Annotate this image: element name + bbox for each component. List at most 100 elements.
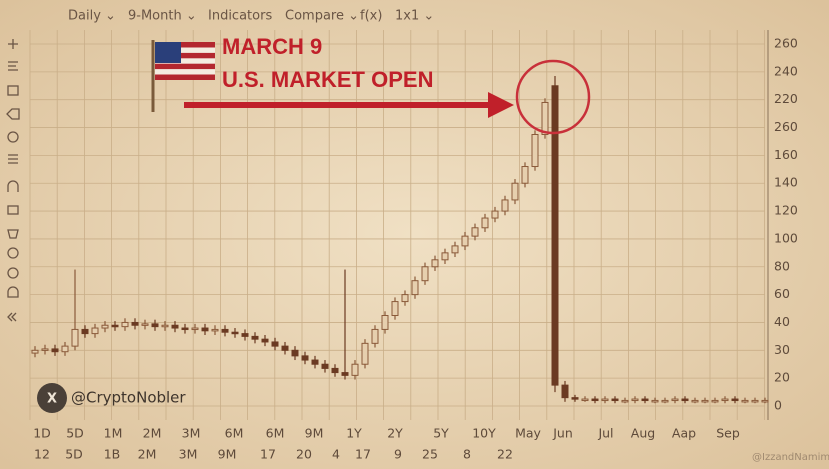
candle-body <box>231 331 239 335</box>
tool-icon[interactable] <box>7 312 17 322</box>
x-axis-label: 2M <box>143 426 162 441</box>
tool-icon[interactable] <box>8 154 18 164</box>
tool-icon[interactable] <box>7 267 19 279</box>
tool-icon[interactable] <box>6 108 20 120</box>
x-axis-label: 17 <box>355 447 371 462</box>
candle-body <box>501 199 509 212</box>
candle-body <box>551 85 559 386</box>
tool-icon[interactable] <box>7 131 19 143</box>
x-axis-label: May <box>515 426 541 441</box>
candle-body <box>61 345 69 353</box>
candle-body <box>611 398 619 402</box>
x-axis-label: 4 <box>332 447 340 462</box>
candle-body <box>81 328 89 335</box>
candle-body <box>561 384 569 399</box>
candle-body <box>471 227 479 237</box>
candle-body <box>101 324 109 329</box>
candle-body <box>371 328 379 344</box>
y-axis-label: 40 <box>774 314 790 329</box>
x-axis: 1D 5D 1M 2M 3M 6M 6M 9M 1Y 2Y 5Y 10Y May Jun Jul Aug Aap… <box>33 426 740 462</box>
y-axis-label: 220 <box>774 91 798 106</box>
candle-body <box>431 259 439 268</box>
y-axis-label: 160 <box>774 147 798 162</box>
candle-body <box>751 399 759 403</box>
tool-icon[interactable] <box>7 229 19 239</box>
candle-body <box>631 398 639 402</box>
candle-body <box>451 245 459 254</box>
x-axis-label: 9M <box>305 426 324 441</box>
tool-icon[interactable] <box>7 180 19 192</box>
tool-icon[interactable] <box>7 205 19 215</box>
watermark-handle: @CryptoNobler <box>71 389 186 407</box>
candle-body <box>401 294 409 303</box>
x-axis-label: 3M <box>182 426 201 441</box>
candle-body <box>321 363 329 369</box>
x-axis-label: Jul <box>597 426 613 441</box>
toolbar-item[interactable]: Daily ⌄ <box>68 9 116 24</box>
candle-body <box>151 323 159 328</box>
toolbar-item[interactable]: Indicators <box>208 9 272 24</box>
x-axis-label: 2Y <box>387 426 403 441</box>
toolbar-item[interactable]: Compare ⌄ <box>285 9 359 24</box>
candle-body <box>131 321 139 326</box>
candle-body <box>581 398 589 402</box>
candle-body <box>351 363 359 376</box>
candle-body <box>171 324 179 329</box>
y-axis-label: 100 <box>774 230 798 245</box>
x-axis-label: 6M <box>266 426 285 441</box>
x-logo-glyph: X <box>47 392 57 407</box>
tool-icon[interactable] <box>7 247 19 259</box>
x-axis-label: Aug <box>631 426 655 441</box>
candle-body <box>421 266 429 282</box>
x-axis-label: 1D <box>33 426 51 441</box>
x-axis-label: 6M <box>225 426 244 441</box>
candle-body <box>671 398 679 402</box>
corner-watermark: @IzzandNamim <box>752 452 829 463</box>
toolbar-item[interactable]: 9-Month ⌄ <box>128 9 197 24</box>
toolbar-item[interactable]: f(x) <box>360 9 382 24</box>
y-axis-label: 260 <box>774 119 798 134</box>
toolbar: Daily ⌄ 9-Month ⌄ Indicators Compare ⌄ f… <box>68 9 434 24</box>
tool-icon[interactable] <box>8 61 18 71</box>
candle-body <box>261 338 269 343</box>
x-axis-label: 20 <box>296 447 312 462</box>
x-axis-label: 10Y <box>472 426 496 441</box>
candle-body <box>51 348 59 353</box>
grid <box>29 30 769 420</box>
x-axis-label: Jun <box>552 426 573 441</box>
candle-body <box>331 367 339 374</box>
candle-body <box>111 324 119 328</box>
candle-body <box>251 335 259 340</box>
x-axis-label: 22 <box>497 447 513 462</box>
candle-body <box>721 398 729 402</box>
x-axis-label: 1Y <box>346 426 362 441</box>
tool-icon[interactable] <box>8 39 18 49</box>
x-logo <box>37 383 67 413</box>
candle-body <box>701 399 709 403</box>
candle-body <box>91 327 99 335</box>
annotation: MARCH 9 U.S. MARKET OPEN <box>151 34 591 135</box>
x-axis-label: 1M <box>104 426 123 441</box>
annotation-text: U.S. MARKET OPEN <box>222 67 433 92</box>
x-axis-label: 17 <box>260 447 276 462</box>
x-axis-label: 25 <box>422 447 438 462</box>
tool-icon[interactable] <box>7 286 19 298</box>
left-toolbar <box>6 39 20 322</box>
y-axis-label: 30 <box>774 342 790 357</box>
candle-body <box>691 399 699 403</box>
candle-body <box>41 348 49 351</box>
candle-body <box>461 235 469 247</box>
toolbar-item[interactable]: 1x1 ⌄ <box>395 9 434 24</box>
candle-body <box>601 398 609 402</box>
x-axis-label: 5D <box>65 447 83 462</box>
candle-body <box>381 315 389 330</box>
candle-body <box>161 324 169 328</box>
y-axis: 260 240 220 260 160 140 120 100 80 60 40 30 20 0 <box>774 36 798 413</box>
tool-icon[interactable] <box>7 85 19 96</box>
candle-body <box>341 372 349 376</box>
x-axis-label: 8 <box>463 447 471 462</box>
candle-body <box>291 349 299 357</box>
candle-body <box>391 301 399 317</box>
